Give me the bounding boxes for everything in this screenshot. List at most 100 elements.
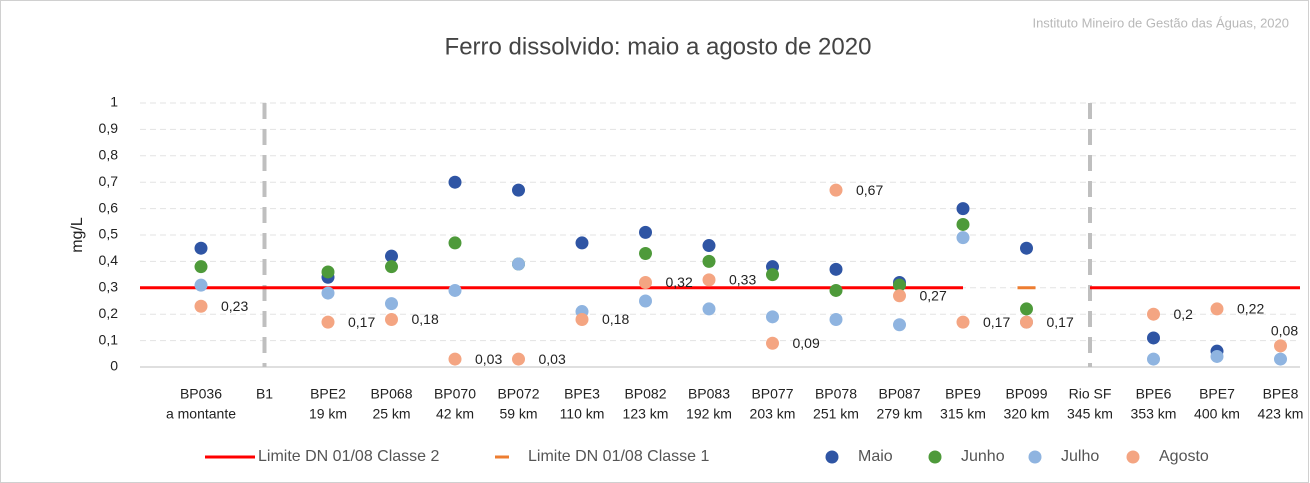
data-label: 0,03 xyxy=(475,351,502,367)
y-tick-label: 0,9 xyxy=(99,120,119,136)
point xyxy=(448,175,462,189)
point xyxy=(575,236,589,250)
x-tick-label: Rio SF xyxy=(1069,386,1112,402)
point xyxy=(194,241,208,255)
point xyxy=(639,294,652,308)
point xyxy=(1147,307,1160,321)
x-tick-label: BP068 xyxy=(370,386,412,402)
point xyxy=(956,231,970,245)
point xyxy=(1147,352,1160,366)
data-label: 0,17 xyxy=(1047,314,1074,330)
point xyxy=(829,183,843,197)
data-label: 0,32 xyxy=(666,274,693,290)
data-label: 0,27 xyxy=(920,287,947,303)
data-label: 0,33 xyxy=(729,272,756,288)
x-tick-label: BPE9 xyxy=(945,386,981,402)
x-tick-label: BP087 xyxy=(878,386,920,402)
point xyxy=(702,254,716,268)
x-tick-label: BP082 xyxy=(624,386,666,402)
point xyxy=(575,312,589,326)
data-label: 0,17 xyxy=(348,314,375,330)
point xyxy=(321,286,335,300)
y-tick-label: 0,2 xyxy=(99,305,119,321)
data-label: 0,18 xyxy=(602,311,629,327)
point xyxy=(385,312,398,326)
point xyxy=(1147,331,1160,345)
point xyxy=(1020,302,1033,316)
point xyxy=(702,302,716,316)
x-tick-label: 110 km xyxy=(560,406,605,422)
point xyxy=(1274,339,1287,353)
legend-swatch xyxy=(928,450,942,464)
point xyxy=(1274,352,1287,366)
x-tick-label: a montante xyxy=(166,406,236,422)
x-tick-label: 279 km xyxy=(877,406,923,422)
point xyxy=(448,352,462,366)
x-tick-label: BPE8 xyxy=(1263,386,1299,402)
y-tick-label: 0,6 xyxy=(99,199,119,215)
source: Instituto Mineiro de Gestão das Águas, 2… xyxy=(1032,15,1289,30)
data-label: 0,09 xyxy=(793,335,820,351)
point xyxy=(702,239,716,253)
point xyxy=(893,289,906,303)
point xyxy=(829,262,843,276)
legend-swatch xyxy=(1028,450,1042,464)
point xyxy=(385,297,398,311)
data-label: 0,17 xyxy=(983,314,1010,330)
point xyxy=(1020,315,1033,329)
data-label: 0,03 xyxy=(539,351,566,367)
x-tick-label: BPE3 xyxy=(564,386,600,402)
x-tick-label: 400 km xyxy=(1194,406,1240,422)
x-tick-label: BP078 xyxy=(815,386,857,402)
point xyxy=(639,225,652,239)
y-tick-label: 0,1 xyxy=(99,331,119,347)
x-tick-label: 423 km xyxy=(1258,406,1304,422)
x-tick-label: 251 km xyxy=(813,406,859,422)
y-tick-label: 0,3 xyxy=(99,279,119,295)
data-label: 0,2 xyxy=(1174,306,1194,322)
point xyxy=(893,278,906,292)
point xyxy=(448,236,462,250)
point xyxy=(956,217,970,231)
x-tick-label: 353 km xyxy=(1131,406,1177,422)
x-tick-label: 123 km xyxy=(623,406,669,422)
legend-label: Limite DN 01/08 Classe 2 xyxy=(258,448,440,465)
point xyxy=(829,283,843,297)
x-tick-label: BP072 xyxy=(497,386,539,402)
point xyxy=(702,273,716,287)
x-tick-label: 25 km xyxy=(372,406,410,422)
point xyxy=(194,278,208,292)
point xyxy=(385,260,398,274)
point xyxy=(829,312,843,326)
x-tick-label: 203 km xyxy=(750,406,796,422)
point xyxy=(448,283,462,297)
point xyxy=(956,202,970,216)
point xyxy=(766,310,779,324)
legend-swatch xyxy=(1126,450,1140,464)
x-tick-label: 19 km xyxy=(309,406,347,422)
point xyxy=(766,268,779,282)
x-tick-label: BP083 xyxy=(688,386,730,402)
legend-label: Junho xyxy=(961,448,1005,465)
legend-label: Agosto xyxy=(1159,448,1209,465)
x-tick-label: 345 km xyxy=(1067,406,1113,422)
y-tick-label: 0,5 xyxy=(99,226,119,242)
legend-swatch xyxy=(825,450,839,464)
point xyxy=(194,299,208,313)
data-label: 0,18 xyxy=(412,311,439,327)
x-tick-label: BP036 xyxy=(180,386,222,402)
y-axis-label: mg/L xyxy=(69,217,86,253)
point xyxy=(956,315,970,329)
y-tick-label: 0,8 xyxy=(99,147,119,163)
x-tick-label: BPE7 xyxy=(1199,386,1235,402)
point xyxy=(512,352,525,366)
point xyxy=(1020,241,1033,255)
x-tick-label: 315 km xyxy=(940,406,986,422)
x-tick-label: BP070 xyxy=(434,386,476,402)
point xyxy=(639,276,652,290)
x-tick-label: BPE6 xyxy=(1136,386,1172,402)
y-tick-label: 0 xyxy=(110,358,118,374)
point xyxy=(512,183,525,197)
x-tick-label: BPE2 xyxy=(310,386,346,402)
